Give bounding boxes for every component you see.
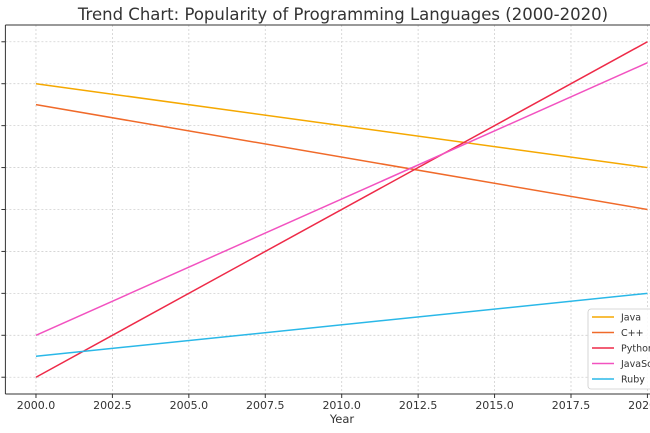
legend-label: JavaScript bbox=[620, 359, 650, 370]
grid bbox=[5, 25, 650, 394]
x-tick-label: 2010.0 bbox=[322, 399, 361, 412]
x-tick-label: 2005.0 bbox=[170, 399, 209, 412]
x-tick-label: 2007.5 bbox=[246, 399, 285, 412]
x-tick-label: 2012.5 bbox=[399, 399, 438, 412]
x-tick-label: 2002.5 bbox=[93, 399, 132, 412]
legend-label: C++ bbox=[621, 328, 644, 339]
legend-label: Java bbox=[620, 313, 641, 324]
x-tick-label: 2020.0 bbox=[628, 399, 650, 412]
legend-label: Python bbox=[621, 344, 650, 355]
series-line-javascript bbox=[35, 62, 648, 336]
series-line-ruby bbox=[35, 292, 648, 358]
series-line-python bbox=[35, 41, 648, 378]
x-ticks: 2000.0 2002.5 2005.0 2007.5 2010.0 2012.5 2015… bbox=[17, 394, 650, 412]
x-tick-label: 2000.0 bbox=[17, 399, 56, 412]
x-tick-label: 2015.0 bbox=[475, 399, 514, 412]
series-line-java bbox=[35, 82, 648, 169]
legend: Java C++ Python JavaScript Ruby bbox=[587, 308, 650, 390]
x-tick-label: 2017.5 bbox=[552, 399, 591, 412]
x-axis-label: Year bbox=[329, 412, 355, 426]
chart-title: Trend Chart: Popularity of Programming L… bbox=[77, 5, 608, 24]
series-line-cpp bbox=[35, 103, 648, 211]
legend-label: Ruby bbox=[621, 375, 645, 386]
legend-box bbox=[587, 308, 650, 390]
series-lines bbox=[35, 41, 648, 378]
